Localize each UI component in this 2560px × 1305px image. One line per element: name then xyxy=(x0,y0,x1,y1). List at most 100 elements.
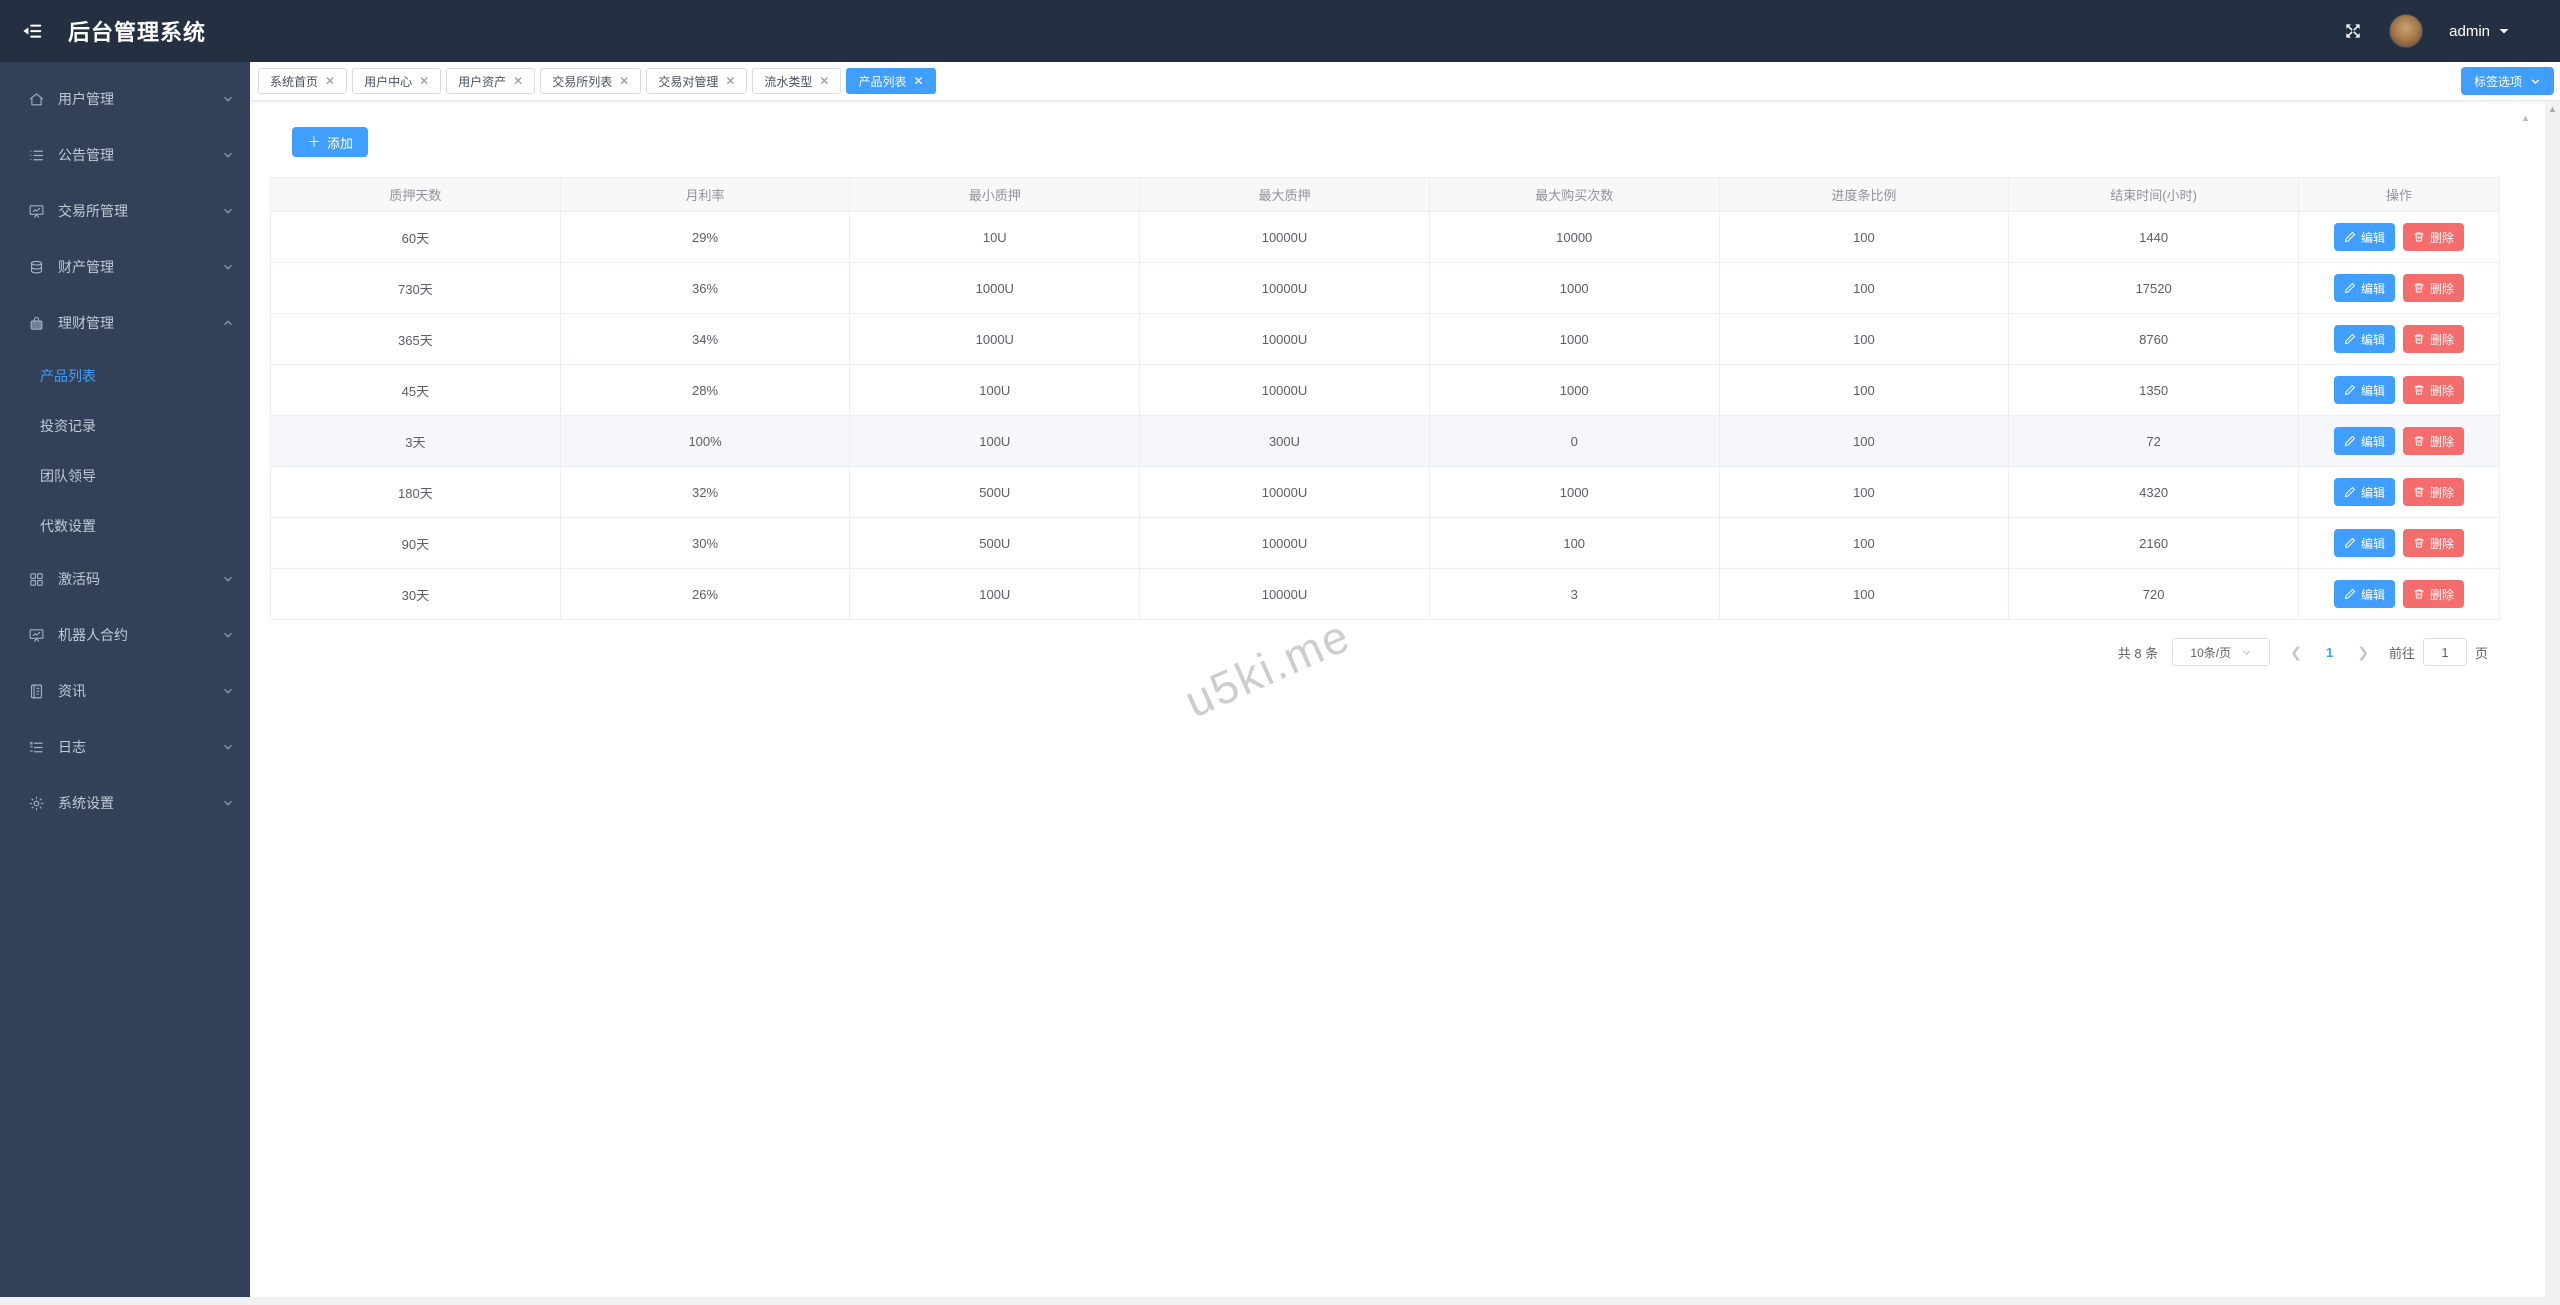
tab-flow-type[interactable]: 流水类型 ✕ xyxy=(752,68,842,94)
sidebar-item-activation-code[interactable]: 激活码 xyxy=(0,551,250,607)
edit-button[interactable]: 编辑 xyxy=(2333,274,2395,302)
delete-button[interactable]: 删除 xyxy=(2403,376,2465,404)
goto-label: 前往 xyxy=(2388,645,2415,661)
sidebar: 用户管理 公告管理 交易所管理 财产管理 xyxy=(0,62,250,1297)
edit-button[interactable]: 编辑 xyxy=(2333,529,2395,557)
edit-icon xyxy=(2344,333,2356,345)
close-icon[interactable]: ✕ xyxy=(513,74,524,88)
delete-icon xyxy=(2414,232,2424,242)
col-header: 进度条比例 xyxy=(1720,178,2010,211)
next-page-button[interactable]: ❯ xyxy=(2357,643,2369,660)
add-button[interactable]: ＋ 添加 xyxy=(292,127,369,157)
tab-trading-pair-management[interactable]: 交易对管理 ✕ xyxy=(646,68,748,94)
edit-button[interactable]: 编辑 xyxy=(2333,223,2395,251)
col-header: 最大质押 xyxy=(1140,178,1430,211)
pagination: 共 8 条 10条/页 ❮ 1 ❯ 前往 页 xyxy=(270,638,2500,666)
row-actions: 编辑 删除 xyxy=(2299,314,2499,364)
row-actions: 编辑 删除 xyxy=(2299,467,2499,517)
delete-icon xyxy=(2414,283,2424,293)
gear-icon xyxy=(28,795,45,812)
user-menu[interactable]: admin xyxy=(2449,23,2510,40)
delete-button[interactable]: 删除 xyxy=(2403,478,2465,506)
tab-system-home[interactable]: 系统首页 ✕ xyxy=(258,68,348,94)
delete-button[interactable]: 删除 xyxy=(2403,580,2465,608)
tag-options-button[interactable]: 标签选项 xyxy=(2460,67,2554,95)
delete-icon xyxy=(2414,487,2424,497)
vertical-scrollbar[interactable]: ▲ xyxy=(2545,101,2560,1297)
sidebar-subitem-product-list[interactable]: 产品列表 xyxy=(40,368,96,384)
user-name: admin xyxy=(2449,22,2490,40)
table-row: 60天 29% 10U 10000U 10000 100 1440 编辑 删除 xyxy=(271,212,2499,263)
delete-icon xyxy=(2414,538,2424,548)
sidebar-fold-icon[interactable] xyxy=(22,20,44,42)
chevron-down-icon xyxy=(2531,78,2540,84)
sidebar-item-finance-management[interactable]: 理财管理 xyxy=(0,295,250,351)
sidebar-subitem-generation-settings[interactable]: 代数设置 xyxy=(40,518,96,534)
chevron-down-icon xyxy=(2499,29,2509,34)
sidebar-item-user-management[interactable]: 用户管理 xyxy=(0,71,250,127)
col-header: 结束时间(小时) xyxy=(2009,178,2299,211)
scroll-up-arrow-icon[interactable]: ▲ xyxy=(2548,104,2557,114)
fullscreen-icon[interactable] xyxy=(2343,21,2363,41)
sidebar-item-announcement-management[interactable]: 公告管理 xyxy=(0,127,250,183)
chevron-down-icon xyxy=(224,800,232,806)
sidebar-subitem-team-leader[interactable]: 团队领导 xyxy=(40,468,96,484)
row-actions: 编辑 删除 xyxy=(2299,263,2499,313)
edit-button[interactable]: 编辑 xyxy=(2333,376,2395,404)
close-icon[interactable]: ✕ xyxy=(419,74,430,88)
edit-button[interactable]: 编辑 xyxy=(2333,325,2395,353)
list-icon xyxy=(28,147,45,164)
delete-button[interactable]: 删除 xyxy=(2403,427,2465,455)
delete-button[interactable]: 删除 xyxy=(2403,274,2465,302)
avatar[interactable] xyxy=(2389,14,2424,48)
page-size-select[interactable]: 10条/页 xyxy=(2172,638,2271,666)
chevron-down-icon xyxy=(224,576,232,582)
edit-button[interactable]: 编辑 xyxy=(2333,580,2395,608)
table-header-row: 质押天数 月利率 最小质押 最大质押 最大购买次数 进度条比例 结束时间(小时)… xyxy=(271,178,2499,212)
horizontal-scrollbar[interactable] xyxy=(0,1297,2560,1305)
table-row: 90天 30% 500U 10000U 100 100 2160 编辑 删除 xyxy=(271,518,2499,569)
page-title: 后台管理系统 xyxy=(68,20,207,45)
tab-product-list[interactable]: 产品列表 ✕ xyxy=(846,68,936,94)
delete-icon xyxy=(2414,334,2424,344)
close-icon[interactable]: ✕ xyxy=(725,74,736,88)
plus-icon: ＋ xyxy=(307,134,321,150)
chevron-down-icon xyxy=(224,152,232,158)
table-row: 3天 100% 100U 300U 0 100 72 编辑 删除 xyxy=(271,416,2499,467)
delete-icon xyxy=(2414,436,2424,446)
hamburger-icon xyxy=(23,24,42,38)
close-icon[interactable]: ✕ xyxy=(913,74,924,88)
sidebar-item-exchange-management[interactable]: 交易所管理 xyxy=(0,183,250,239)
delete-button[interactable]: 删除 xyxy=(2403,325,2465,353)
col-header: 质押天数 xyxy=(271,178,561,211)
tab-user-assets[interactable]: 用户资产 ✕ xyxy=(446,68,536,94)
close-icon[interactable]: ✕ xyxy=(325,74,336,88)
sidebar-item-asset-management[interactable]: 财产管理 xyxy=(0,239,250,295)
sidebar-item-robot-contract[interactable]: 机器人合约 xyxy=(0,607,250,663)
inner-scroll-up-arrow-icon[interactable]: ▲ xyxy=(2521,113,2530,123)
coins-icon xyxy=(28,259,45,276)
prev-page-button[interactable]: ❮ xyxy=(2290,643,2302,660)
close-icon[interactable]: ✕ xyxy=(619,74,630,88)
sidebar-item-system-settings[interactable]: 系统设置 xyxy=(0,775,250,831)
edit-icon xyxy=(2344,486,2356,498)
goto-page-input[interactable] xyxy=(2422,638,2467,666)
edit-button[interactable]: 编辑 xyxy=(2333,478,2395,506)
delete-button[interactable]: 删除 xyxy=(2403,223,2465,251)
edit-icon xyxy=(2344,588,2356,600)
close-icon[interactable]: ✕ xyxy=(819,74,830,88)
edit-button[interactable]: 编辑 xyxy=(2333,427,2395,455)
pagination-total: 共 8 条 xyxy=(2117,645,2159,661)
page-number[interactable]: 1 xyxy=(2326,644,2334,660)
chevron-down-icon xyxy=(224,264,232,270)
tab-exchange-list[interactable]: 交易所列表 ✕ xyxy=(540,68,642,94)
delete-button[interactable]: 删除 xyxy=(2403,529,2465,557)
sidebar-subitem-investment-records[interactable]: 投资记录 xyxy=(40,418,96,434)
sidebar-item-logs[interactable]: 日志 xyxy=(0,719,250,775)
chart-board-icon xyxy=(28,203,45,220)
sidebar-item-news[interactable]: 资讯 xyxy=(0,663,250,719)
delete-icon xyxy=(2414,589,2424,599)
row-actions: 编辑 删除 xyxy=(2299,212,2499,262)
tab-user-center[interactable]: 用户中心 ✕ xyxy=(352,68,442,94)
